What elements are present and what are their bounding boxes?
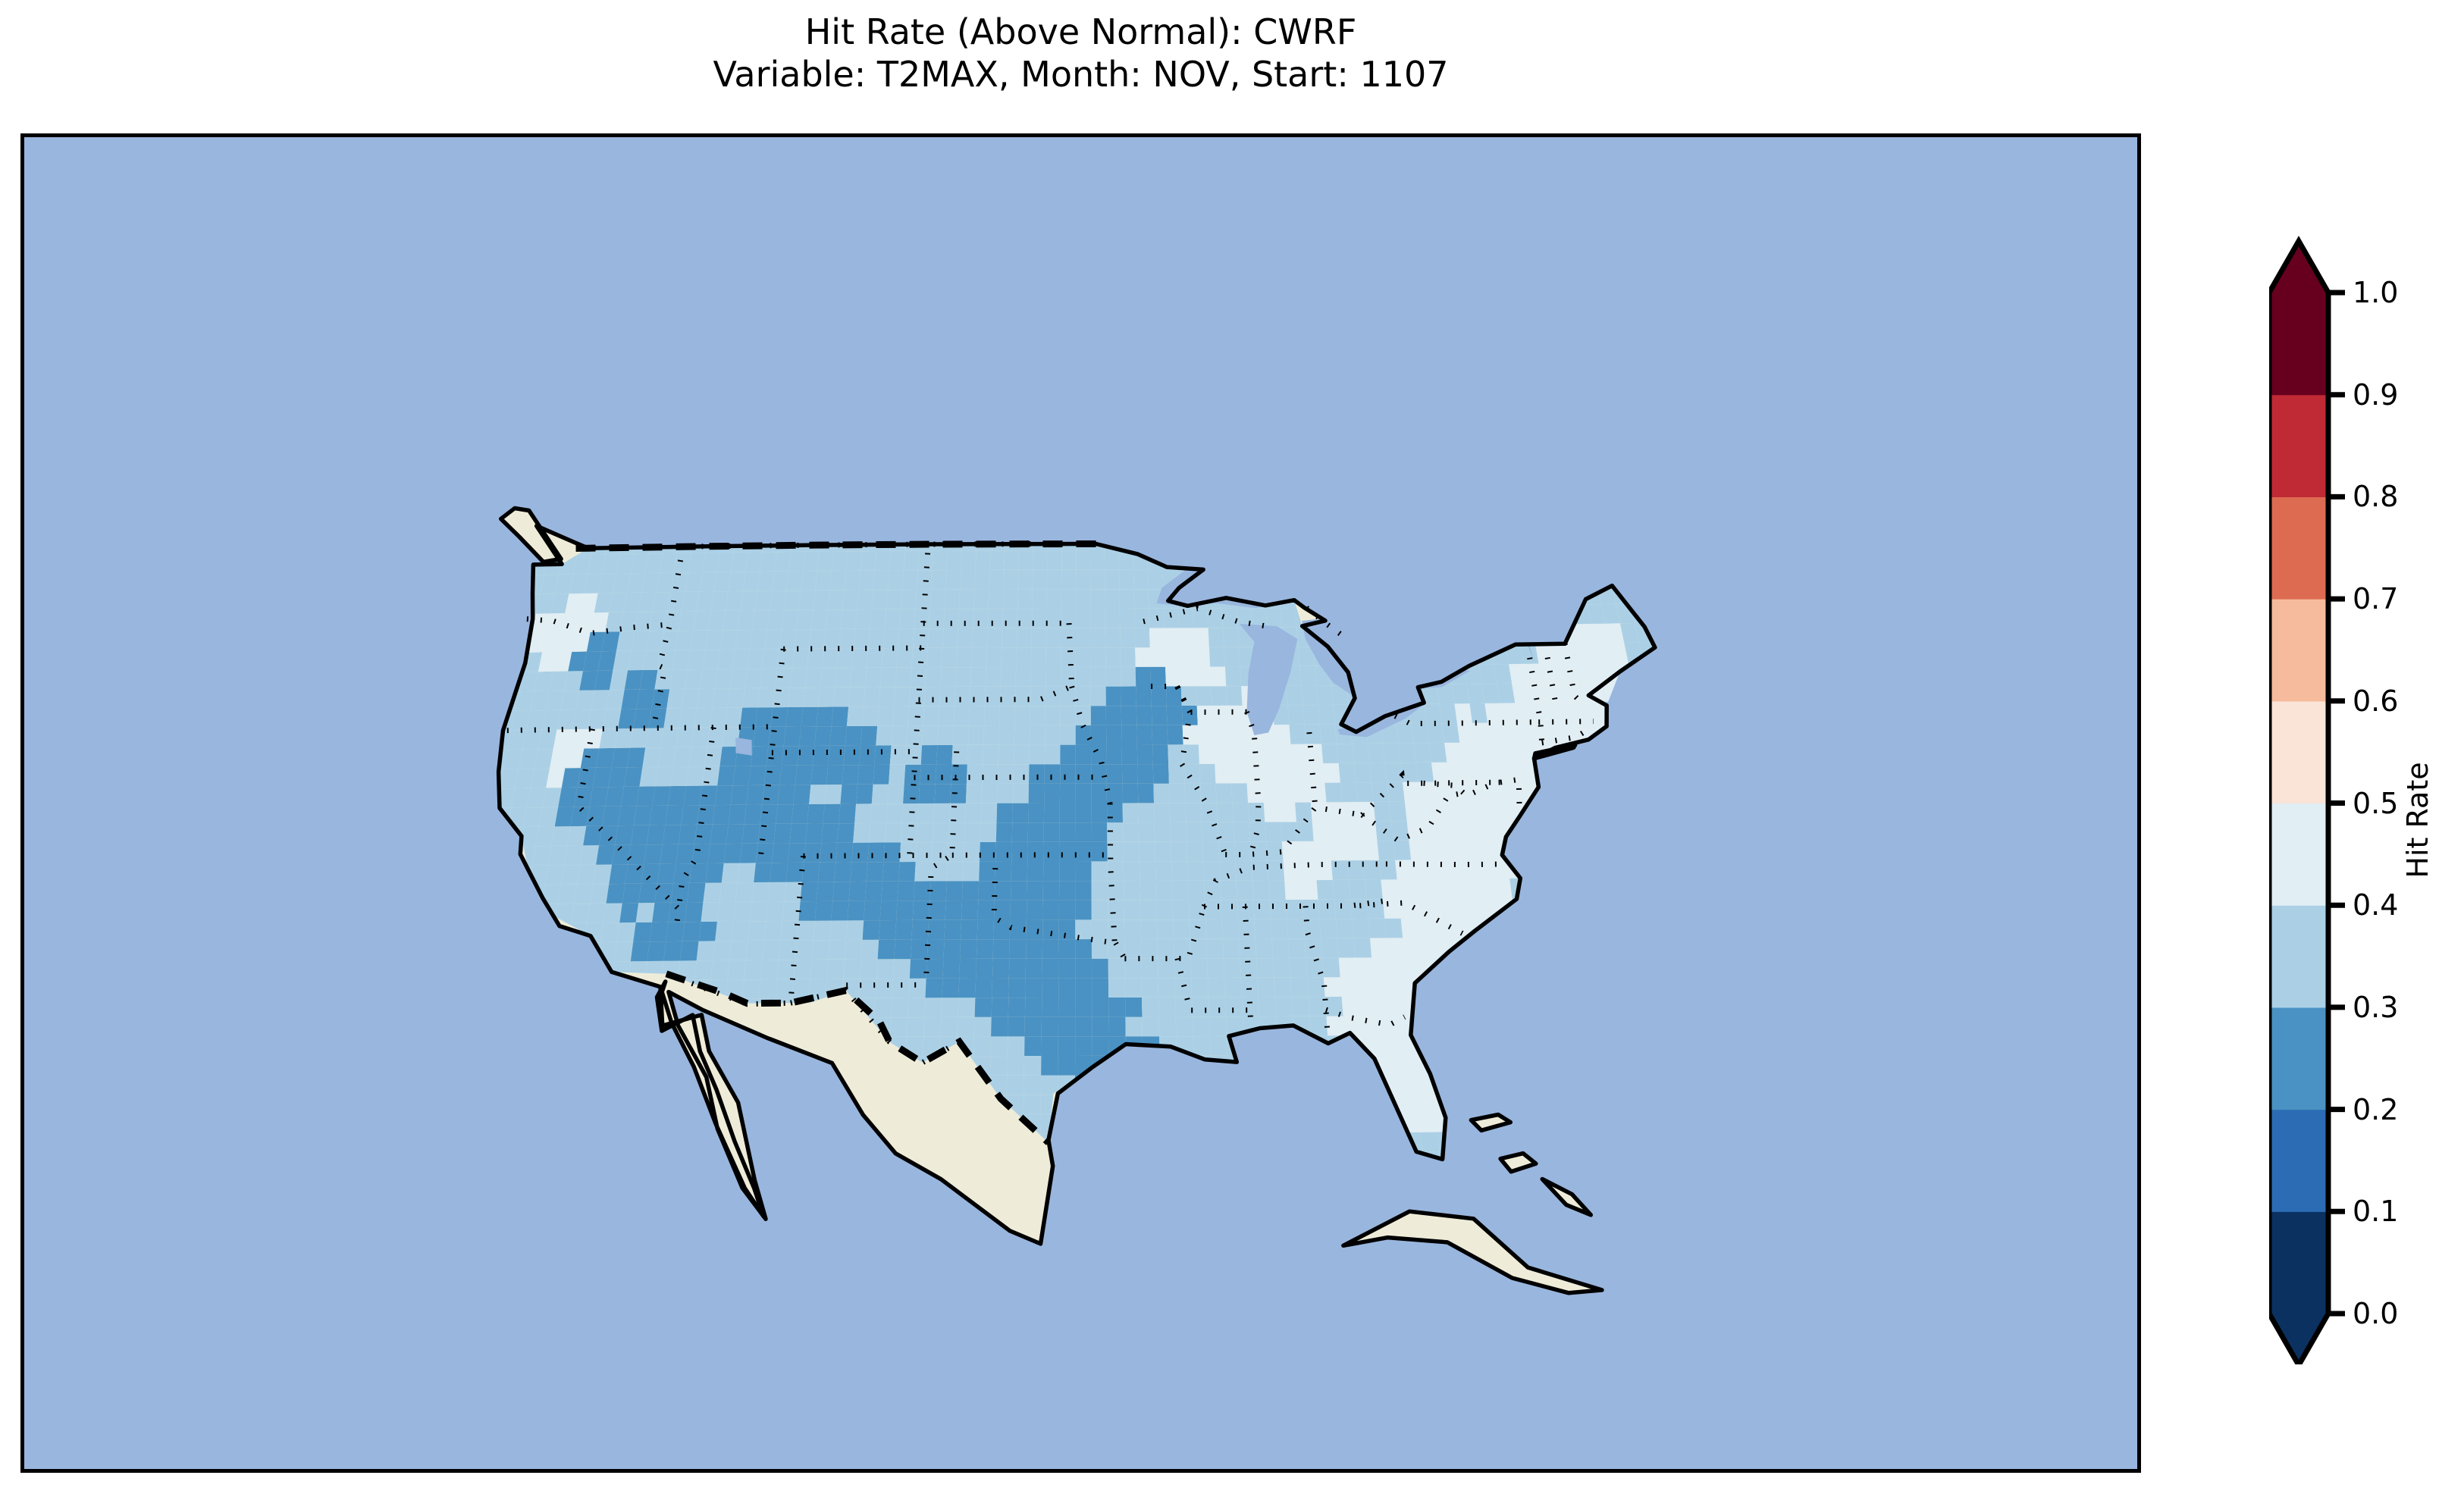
colorbar-tick-label: 0.0 (2353, 1297, 2399, 1330)
colorbar-tick-label: 0.4 (2353, 888, 2399, 922)
colorbar-tick-label: 0.2 (2353, 1092, 2399, 1126)
figure-title: Hit Rate (Above Normal): CWRF Variable: … (0, 0, 2161, 96)
figure-title-line-2: Variable: T2MAX, Month: NOV, Start: 1107 (713, 54, 1449, 96)
colorbar-tick-label: 0.8 (2353, 480, 2399, 514)
colorbar-tick-label: 0.7 (2353, 582, 2399, 616)
colorbar-tick-label: 0.1 (2353, 1195, 2399, 1229)
colorbar-axis-label: Hit Rate (2401, 762, 2434, 879)
coastline-and-national-borders (496, 506, 1657, 1295)
colorbar[interactable]: 1.0 0.9 0.8 0.7 0.6 0.5 0.4 0.3 0.2 0.1 0.0 Hit Ra… (2269, 227, 2459, 1364)
colorbar-tick-label: 0.3 (2353, 990, 2399, 1024)
map-panel[interactable] (20, 133, 2141, 1473)
colorbar-swatches (2269, 235, 2345, 1364)
figure-title-line-1: Hit Rate (Above Normal): CWRF (804, 11, 1357, 52)
colorbar-tick-label: 0.6 (2353, 684, 2399, 718)
colorbar-tick-label: 0.9 (2353, 377, 2399, 412)
colorbar-tick-label: 0.5 (2353, 786, 2399, 820)
colorbar-tick-label: 1.0 (2353, 276, 2399, 309)
map-canvas (24, 137, 2137, 1469)
